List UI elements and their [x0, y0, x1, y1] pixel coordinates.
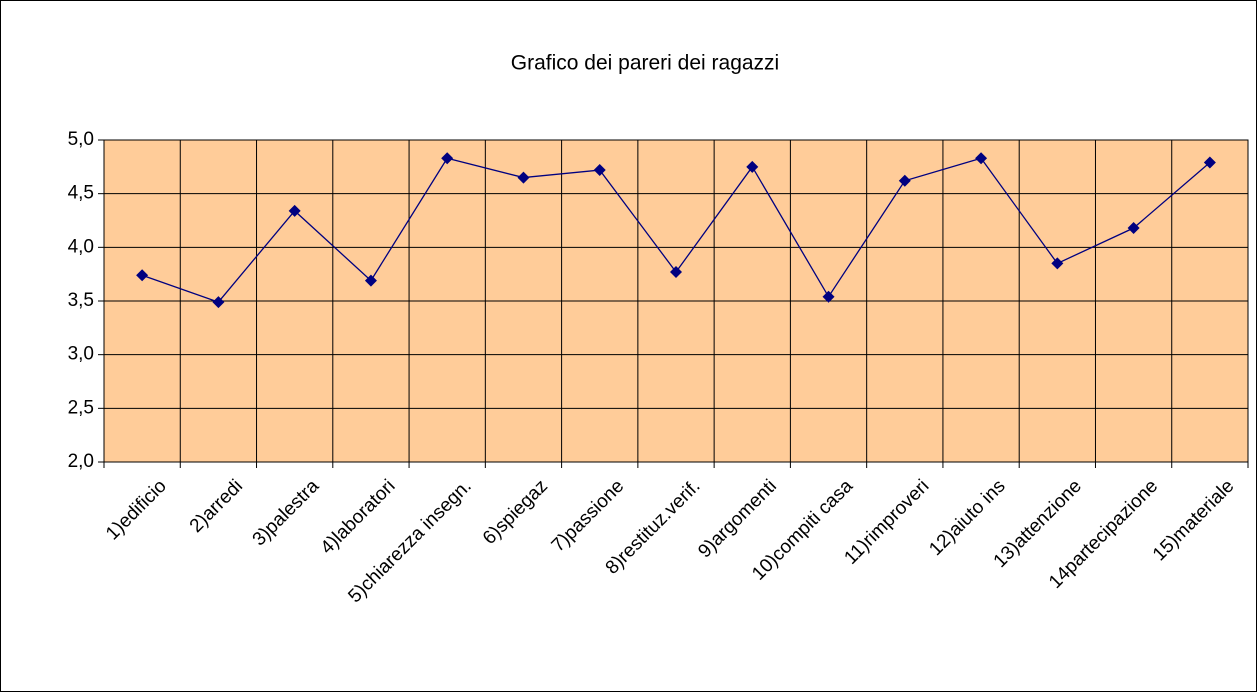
y-tick-label: 4,5: [68, 183, 94, 204]
y-tick-label: 2,5: [68, 397, 94, 418]
marker: [1051, 257, 1064, 270]
marker: [364, 274, 377, 287]
chart-title: Grafico dei pareri dei ragazzi: [511, 52, 779, 75]
marker: [517, 171, 530, 184]
marker: [975, 152, 988, 165]
marker: [136, 269, 149, 282]
y-tick-label: 3,5: [68, 290, 94, 311]
marker: [670, 266, 682, 279]
marker: [212, 296, 225, 309]
marker: [1127, 222, 1140, 235]
y-tick-label: 4,0: [68, 236, 94, 257]
marker: [898, 174, 911, 187]
marker: [1203, 156, 1216, 169]
marker: [288, 204, 301, 217]
marker: [746, 160, 759, 173]
y-tick-label: 2,0: [68, 451, 94, 472]
y-tick-label: 3,0: [68, 344, 94, 365]
y-tick-label: 5,0: [68, 129, 94, 150]
marker: [441, 152, 454, 165]
marker: [593, 164, 606, 177]
marker: [822, 290, 835, 303]
